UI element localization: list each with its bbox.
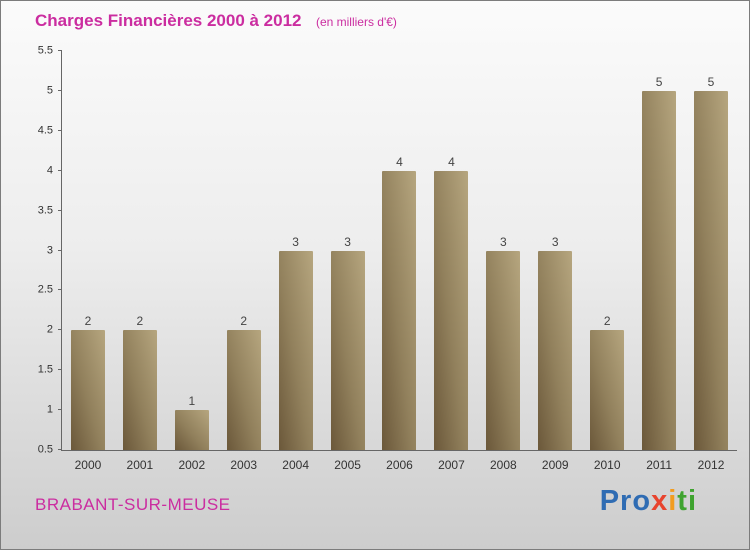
bar (434, 170, 469, 450)
y-tick-label: 4 (46, 164, 53, 177)
bar-value-label: 2 (603, 314, 611, 329)
proxiti-logo-letter: r (620, 485, 633, 517)
chart-title: Charges Financières 2000 à 2012 (35, 11, 302, 30)
bar-group: 5 2011 (633, 51, 685, 472)
bar (278, 250, 313, 450)
chart-header: Charges Financières 2000 à 2012 (en mill… (35, 11, 397, 31)
y-tick-mark (58, 329, 62, 331)
y-tick-label: 3.5 (37, 204, 53, 217)
x-tick-label: 2002 (178, 458, 206, 472)
bar (174, 410, 209, 450)
bar-group: 4 2007 (425, 51, 477, 472)
proxiti-logo-letter: t (677, 485, 688, 517)
y-tick-mark (58, 209, 62, 211)
bar-value-label: 2 (136, 314, 144, 329)
proxiti-logo[interactable]: Proxiti (600, 485, 697, 518)
bar-value-label: 2 (240, 314, 248, 329)
x-tick-label: 2009 (541, 458, 569, 472)
bar (694, 90, 729, 450)
commune-name: BRABANT-SUR-MEUSE (35, 495, 231, 514)
y-tick-label: 1 (46, 403, 53, 416)
y-tick-label: 2.5 (37, 283, 53, 296)
proxiti-logo-letter: x (651, 485, 669, 517)
y-tick-label: 3 (46, 244, 53, 256)
bar-value-label: 3 (551, 234, 559, 249)
plot-area: 0.5 1 1.5 2 2.5 3 3.5 4 4.5 5 5.5 2 2000 2 2001 1 2002 2… (38, 45, 737, 472)
y-tick-mark (58, 89, 62, 91)
bar-group: 1 2002 (166, 51, 218, 472)
bar-value-label: 5 (655, 74, 663, 89)
y-tick-mark (58, 449, 62, 450)
bar-group: 3 2005 (322, 51, 374, 472)
bar-value-label: 4 (396, 154, 403, 169)
y-tick-mark (58, 249, 62, 251)
bar-group: 5 2012 (685, 51, 737, 472)
bar-value-label: 1 (188, 394, 196, 409)
x-tick-label: 2001 (126, 458, 154, 472)
x-tick-label: 2012 (697, 458, 725, 472)
x-tick-label: 2010 (593, 458, 621, 472)
bar-value-label: 4 (448, 154, 455, 169)
y-tick-label: 5 (46, 84, 53, 97)
y-tick-label: 4.5 (37, 124, 53, 137)
bar-group: 3 2009 (529, 51, 581, 472)
bar-series: 2 2000 2 2001 1 2002 2 2003 3 2004 3 2005 4 2006 4 2007… (62, 51, 737, 472)
bar-value-label: 3 (344, 234, 351, 249)
bar-group: 3 2008 (477, 51, 529, 472)
y-tick-mark (58, 50, 62, 51)
bar-value-label: 3 (499, 234, 507, 249)
proxiti-logo-letter: o (632, 485, 652, 517)
bar-group: 2 2003 (218, 51, 270, 472)
x-tick-label: 2000 (74, 458, 102, 472)
bar-group: 2 2000 (62, 51, 114, 472)
bar (330, 250, 365, 450)
bar-value-label: 3 (292, 234, 299, 249)
proxiti-logo-letter: i (668, 485, 678, 517)
bar (642, 90, 677, 450)
bar-value-label: 5 (707, 74, 715, 89)
bar (382, 170, 417, 450)
y-tick-label: 0.5 (37, 443, 53, 456)
bar (538, 250, 573, 450)
y-tick-label: 1.5 (37, 363, 53, 376)
bar (486, 250, 521, 450)
y-tick-label: 2 (46, 323, 53, 336)
y-tick-mark (58, 409, 62, 411)
x-tick-label: 2007 (438, 458, 465, 472)
chart-subtitle: (en milliers d'€) (315, 15, 397, 29)
proxiti-logo-letter: i (687, 485, 697, 517)
y-tick-mark (58, 129, 62, 131)
y-tick-mark (58, 369, 62, 371)
y-tick-mark (58, 169, 62, 171)
bar-group: 2 2010 (581, 51, 633, 472)
x-tick-label: 2005 (334, 458, 361, 472)
bar-value-label: 2 (84, 314, 92, 329)
bar (590, 330, 625, 450)
bar-group: 3 2004 (270, 51, 322, 472)
bar-group: 4 2006 (374, 51, 426, 472)
x-tick-label: 2003 (230, 458, 258, 472)
x-tick-label: 2006 (386, 458, 413, 472)
x-tick-label: 2008 (489, 458, 517, 472)
proxiti-logo-letter: P (599, 485, 621, 517)
y-tick-label: 5.5 (37, 44, 53, 57)
bar-group: 2 2001 (114, 51, 166, 472)
bar (122, 330, 157, 450)
x-tick-label: 2004 (282, 458, 309, 472)
x-tick-label: 2011 (646, 458, 672, 472)
bar (226, 330, 261, 450)
bar (70, 330, 105, 450)
y-tick-mark (58, 289, 62, 291)
